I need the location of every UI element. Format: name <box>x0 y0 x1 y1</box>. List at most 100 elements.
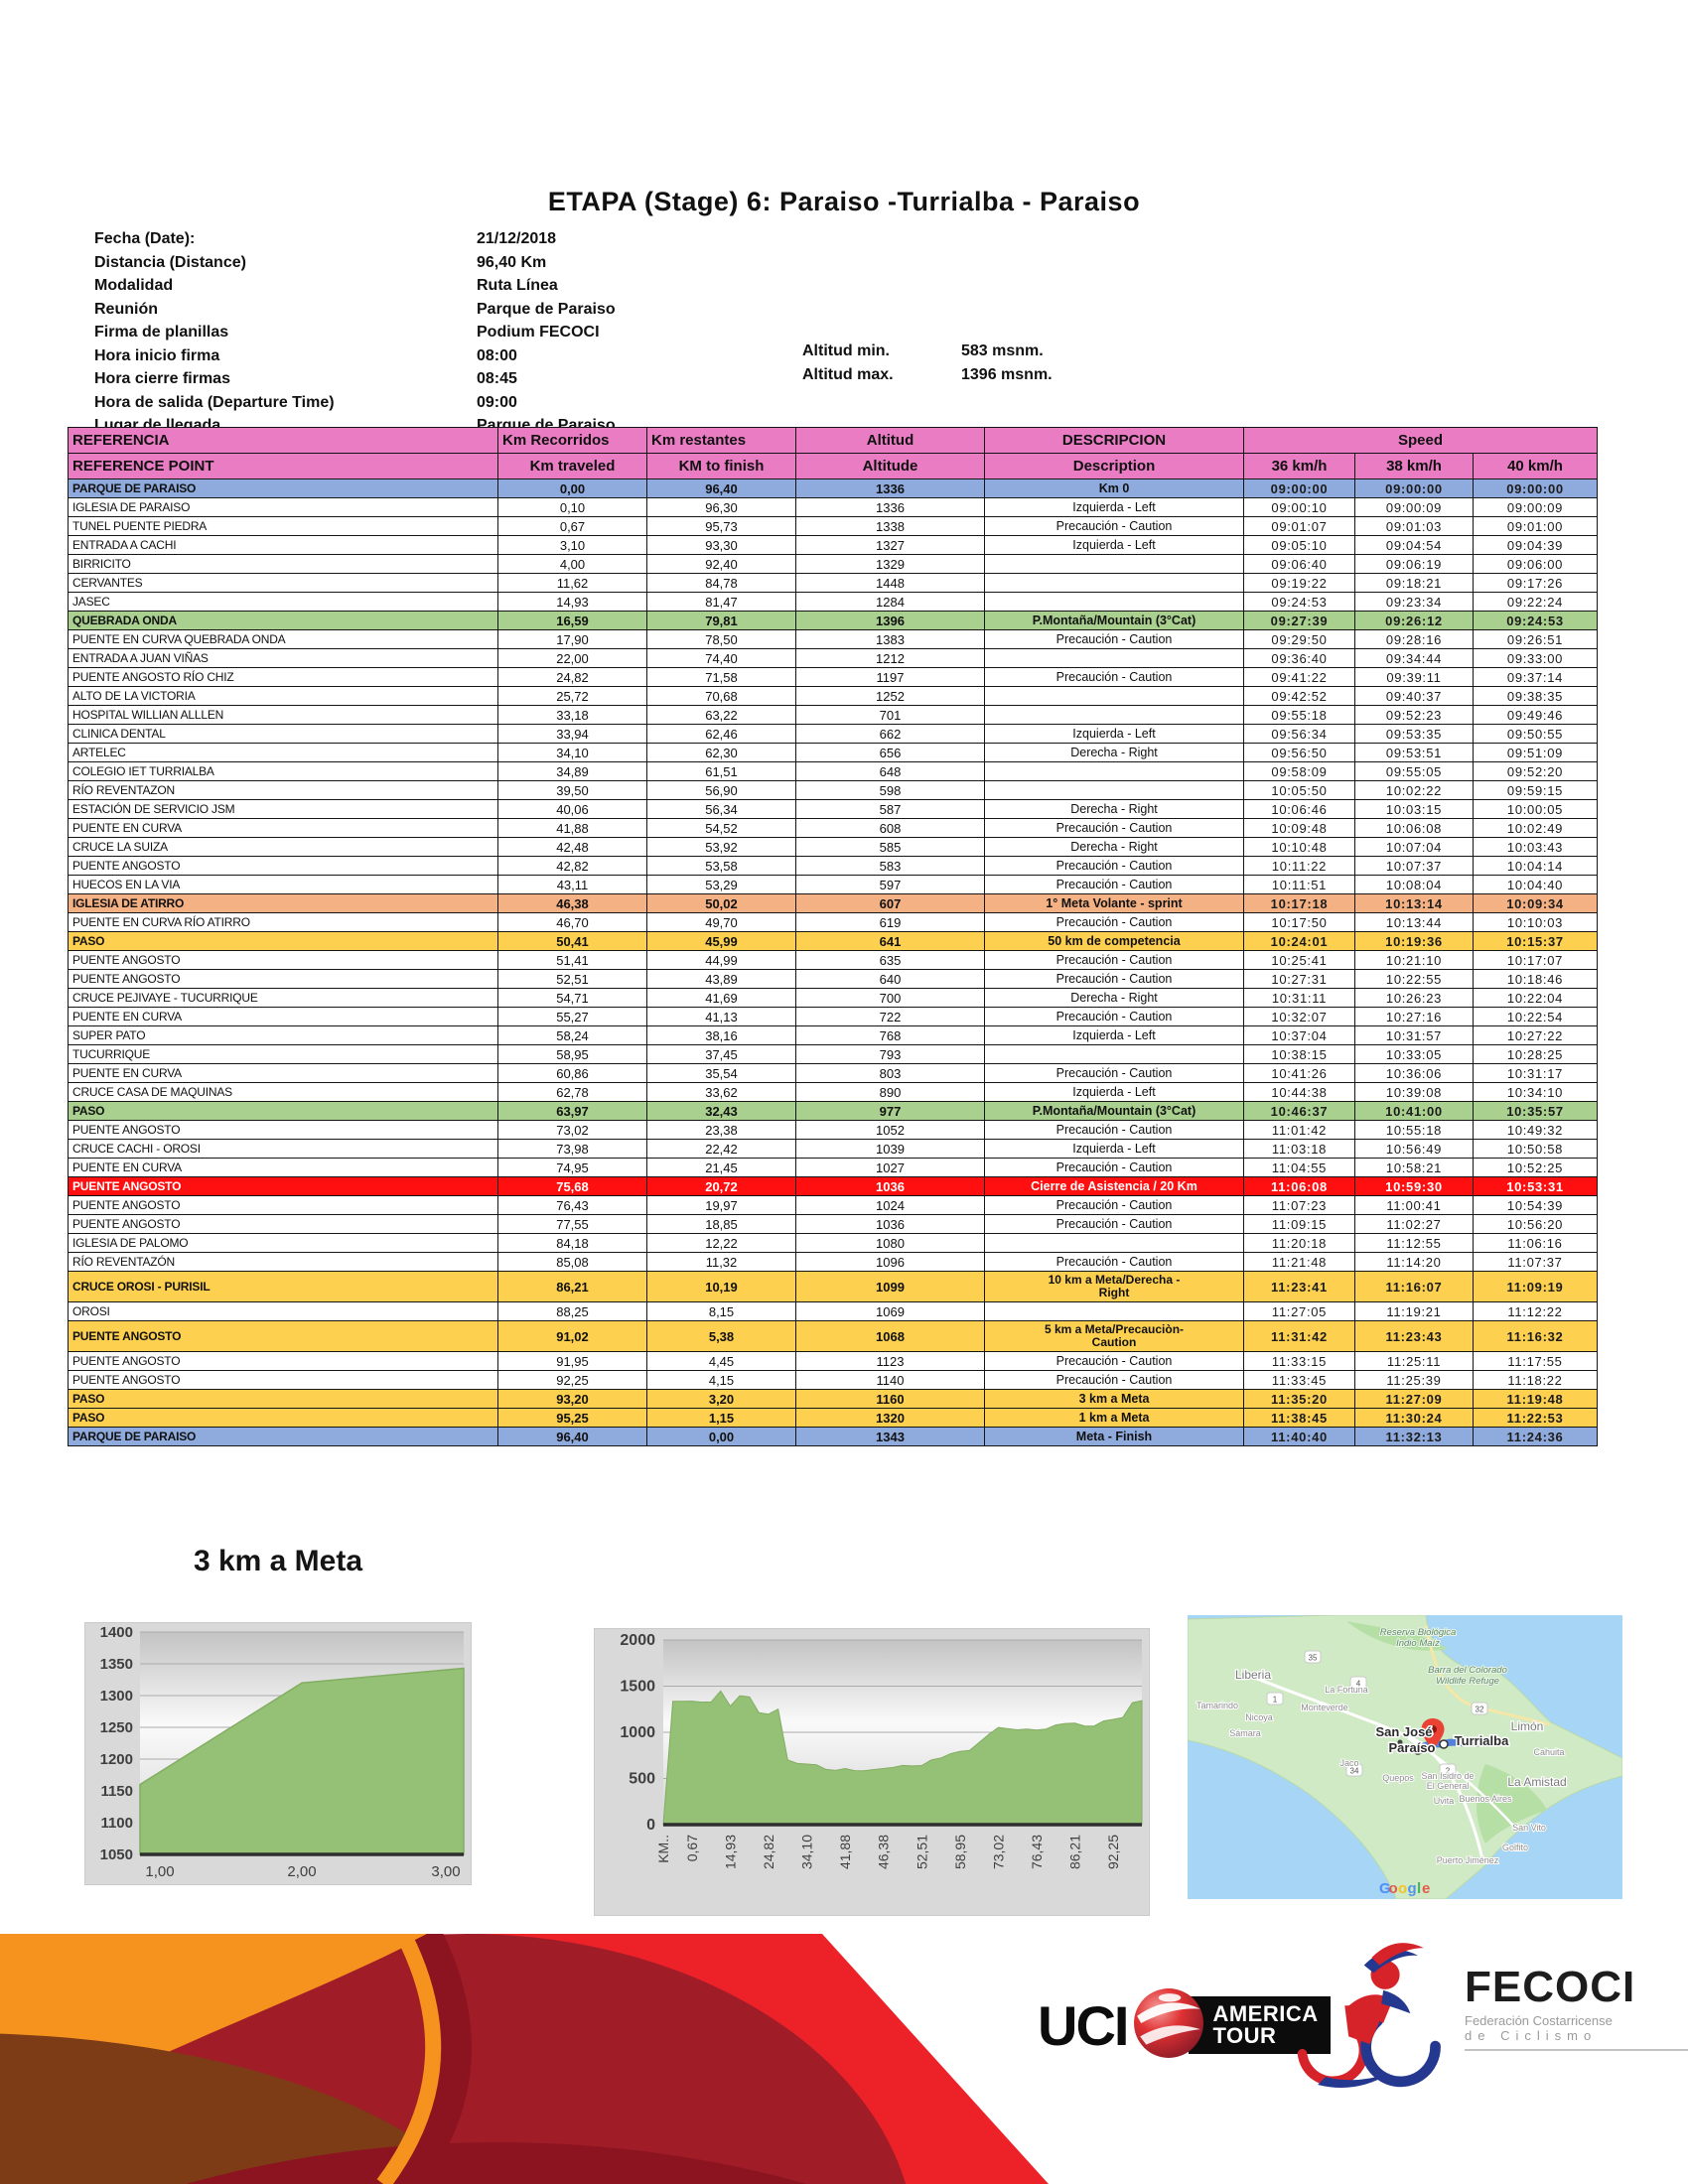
km-traveled-cell: 17,90 <box>497 629 647 649</box>
time-40-cell: 09:50:55 <box>1472 724 1599 744</box>
meta-value: 08:00 <box>477 346 517 364</box>
altitude-cell: 648 <box>795 761 985 781</box>
altitude-cell: 1338 <box>795 516 985 536</box>
fecoci-subtitle-2: de Ciclismo <box>1465 2028 1598 2043</box>
table-row: CERVANTES 11,62 84,78 1448 09:19:22 09:18:21 0… <box>68 573 1599 593</box>
km-remaining-cell: 53,92 <box>646 837 796 857</box>
svg-text:0: 0 <box>646 1817 655 1834</box>
svg-text:g: g <box>1408 1880 1417 1897</box>
table-row: PUENTE ANGOSTO 73,02 23,38 1052 Precaución -… <box>68 1120 1599 1140</box>
svg-text:Cahuita: Cahuita <box>1533 1747 1564 1757</box>
km-remaining-cell: 44,99 <box>646 950 796 970</box>
altitude-cell: 1069 <box>795 1301 985 1321</box>
svg-text:500: 500 <box>629 1771 655 1788</box>
time-36-cell: 10:10:48 <box>1243 837 1355 857</box>
time-40-cell: 10:18:46 <box>1472 969 1599 989</box>
table-row: ARTELEC 34,10 62,30 656 Derecha - Right 09:56… <box>68 743 1599 762</box>
ref-point-cell: PASO <box>68 1389 498 1409</box>
km-remaining-cell: 78,50 <box>646 629 796 649</box>
km-traveled-cell: 60,86 <box>497 1063 647 1083</box>
time-40-cell: 10:22:54 <box>1472 1007 1599 1026</box>
km-traveled-cell: 3,10 <box>497 535 647 555</box>
km-remaining-cell: 56,34 <box>646 799 796 819</box>
km-traveled-cell: 77,55 <box>497 1214 647 1234</box>
uci-wordmark: UCI <box>1038 1993 1129 2057</box>
km-traveled-cell: 88,25 <box>497 1301 647 1321</box>
table-row: CRUCE CACHI - OROSI 73,98 22,42 1039 Izquier… <box>68 1139 1599 1159</box>
time-36-cell: 11:23:41 <box>1243 1271 1355 1302</box>
table-row: PARQUE DE PARAISO 0,00 96,40 1336 Km 0 09:00:… <box>68 478 1599 498</box>
svg-text:1000: 1000 <box>620 1724 655 1741</box>
time-38-cell: 10:22:55 <box>1354 969 1474 989</box>
time-38-cell: 10:13:44 <box>1354 912 1474 932</box>
altitude-cell: 1024 <box>795 1195 985 1215</box>
table-row: PUENTE ANGOSTO RÍO CHIZ 24,82 71,58 1197 Pre… <box>68 667 1599 687</box>
ref-point-cell: JASEC <box>68 592 498 612</box>
time-38-cell: 10:33:05 <box>1354 1044 1474 1064</box>
svg-text:1100: 1100 <box>100 1815 133 1832</box>
km-traveled-cell: 85,08 <box>497 1252 647 1272</box>
altitude-cell: 1383 <box>795 629 985 649</box>
description-cell: Precaución - Caution <box>984 629 1244 649</box>
altitude-cell: 890 <box>795 1082 985 1102</box>
ref-point-cell: SUPER PATO <box>68 1025 498 1045</box>
meta-row: Firma de planillas Podium FECOCI <box>94 321 616 344</box>
time-36-cell: 10:17:50 <box>1243 912 1355 932</box>
time-36-cell: 09:19:22 <box>1243 573 1355 593</box>
description-cell: Precaución - Caution <box>984 875 1244 894</box>
time-36-cell: 11:09:15 <box>1243 1214 1355 1234</box>
meta-row: Reunión Parque de Paraiso <box>94 298 616 322</box>
time-38-cell: 09:34:44 <box>1354 648 1474 668</box>
km-remaining-cell: 32,43 <box>646 1101 796 1121</box>
time-38-cell: 10:39:08 <box>1354 1082 1474 1102</box>
svg-text:o: o <box>1398 1880 1407 1897</box>
time-36-cell: 11:21:48 <box>1243 1252 1355 1272</box>
altitude-cell: 1396 <box>795 611 985 630</box>
time-36-cell: 09:58:09 <box>1243 761 1355 781</box>
meta-label: Firma de planillas <box>94 324 229 341</box>
table-row: TUCURRIQUE 58,95 37,45 793 10:38:15 10:33:05 1… <box>68 1044 1599 1064</box>
km-remaining-cell: 62,30 <box>646 743 796 762</box>
svg-text:2,00: 2,00 <box>287 1863 316 1880</box>
meta-value: 96,40 Km <box>477 253 547 271</box>
svg-text:Quepos: Quepos <box>1382 1773 1414 1783</box>
time-36-cell: 10:05:50 <box>1243 780 1355 800</box>
description-cell <box>984 573 1244 593</box>
time-40-cell: 09:01:00 <box>1472 516 1599 536</box>
altitude-cell: 1448 <box>795 573 985 593</box>
meta-value: Parque de Paraiso <box>477 300 616 318</box>
km-traveled-cell: 4,00 <box>497 554 647 574</box>
ref-point-cell: CERVANTES <box>68 573 498 593</box>
ref-point-cell: ESTACIÓN DE SERVICIO JSM <box>68 799 498 819</box>
ref-point-cell: PUENTE EN CURVA QUEBRADA ONDA <box>68 629 498 649</box>
time-40-cell: 10:49:32 <box>1472 1120 1599 1140</box>
km-remaining-cell: 56,90 <box>646 780 796 800</box>
time-38-cell: 09:00:00 <box>1354 478 1474 498</box>
description-cell: Precaución - Caution <box>984 912 1244 932</box>
time-40-cell: 09:37:14 <box>1472 667 1599 687</box>
time-38-cell: 10:27:16 <box>1354 1007 1474 1026</box>
time-36-cell: 09:55:18 <box>1243 705 1355 725</box>
meta-label: Reunión <box>94 300 158 318</box>
altitude-cell: 1052 <box>795 1120 985 1140</box>
ref-point-cell: PASO <box>68 1101 498 1121</box>
time-38-cell: 09:26:12 <box>1354 611 1474 630</box>
time-36-cell: 10:41:26 <box>1243 1063 1355 1083</box>
time-40-cell: 10:02:49 <box>1472 818 1599 838</box>
svg-text:1400: 1400 <box>100 1624 133 1641</box>
cyclist-icon <box>1289 1938 1453 2102</box>
ref-point-cell: PARQUE DE PARAISO <box>68 478 498 498</box>
time-36-cell: 09:29:50 <box>1243 629 1355 649</box>
description-cell: Precaución - Caution <box>984 1120 1244 1140</box>
table-row: PASO 50,41 45,99 641 50 km de competencia 10:… <box>68 931 1599 951</box>
table-row: SUPER PATO 58,24 38,16 768 Izquierda - Left 1… <box>68 1025 1599 1045</box>
km-remaining-cell: 71,58 <box>646 667 796 687</box>
km-traveled-cell: 11,62 <box>497 573 647 593</box>
altitude-cell: 1099 <box>795 1271 985 1302</box>
altitude-cell: 607 <box>795 893 985 913</box>
ref-point-cell: PUENTE EN CURVA <box>68 1158 498 1177</box>
time-36-cell: 10:11:51 <box>1243 875 1355 894</box>
svg-text:1050: 1050 <box>100 1846 133 1863</box>
km-remaining-cell: 50,02 <box>646 893 796 913</box>
